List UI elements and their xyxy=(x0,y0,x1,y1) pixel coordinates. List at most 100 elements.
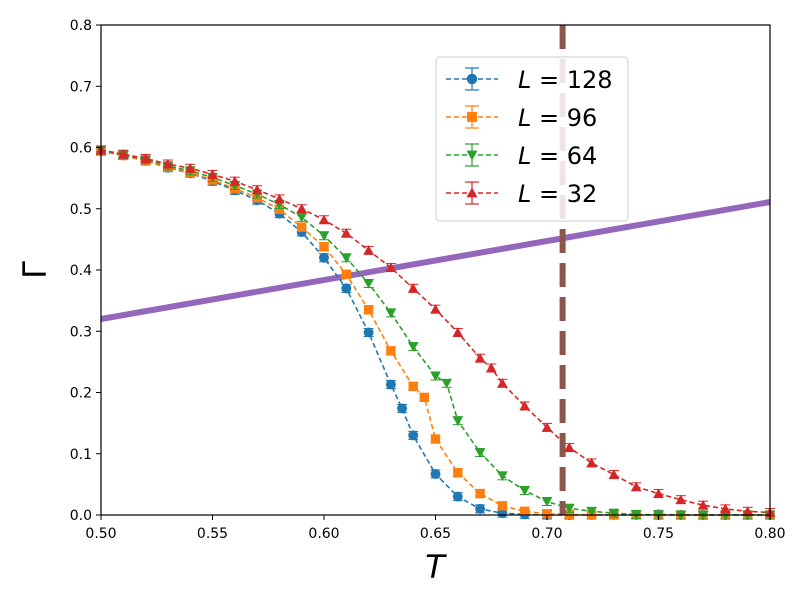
legend-label: L = 32 xyxy=(518,180,597,208)
data-point xyxy=(118,149,129,159)
data-point xyxy=(408,381,418,392)
data-point xyxy=(519,400,530,411)
legend-marker xyxy=(467,112,477,122)
data-point xyxy=(363,305,374,315)
x-tick-label: 0.70 xyxy=(531,526,562,542)
data-point xyxy=(541,422,553,432)
legend-label-value: 96 xyxy=(567,104,598,132)
data-point xyxy=(452,416,463,426)
data-point xyxy=(475,503,486,514)
legend-entry: L = 64 xyxy=(446,142,597,170)
x-tick-label: 0.65 xyxy=(420,526,451,542)
y-tick-label: 0.0 xyxy=(70,508,92,524)
data-point xyxy=(452,491,463,502)
data-point xyxy=(363,245,374,255)
data-point xyxy=(185,163,196,173)
data-point xyxy=(608,509,620,519)
x-tick-label: 0.50 xyxy=(85,526,116,542)
data-point xyxy=(430,469,441,479)
legend-label-value: 64 xyxy=(567,142,598,170)
data-point xyxy=(363,327,374,338)
legend-entry: L = 32 xyxy=(446,180,597,208)
legend-label: L = 96 xyxy=(518,104,597,132)
data-point xyxy=(497,501,508,511)
data-point xyxy=(341,228,352,238)
legend-label-value: 128 xyxy=(567,66,613,94)
data-point xyxy=(319,242,329,252)
y-axis-label: Γ xyxy=(16,261,54,279)
data-point xyxy=(430,371,441,382)
data-point xyxy=(162,158,174,169)
x-tick-label: 0.75 xyxy=(643,526,674,542)
data-point xyxy=(564,504,575,514)
data-point xyxy=(542,509,552,519)
data-point xyxy=(341,269,351,279)
legend-entry: L = 96 xyxy=(446,104,597,132)
data-point xyxy=(608,469,620,479)
x-axis-ticks: 0.50 0.55 0.60 0.65 0.70 0.75 0.80 xyxy=(85,515,786,542)
data-point xyxy=(319,252,329,263)
legend-marker xyxy=(466,187,478,198)
y-tick-label: 0.1 xyxy=(70,447,92,463)
data-point xyxy=(497,508,508,519)
data-point xyxy=(697,500,709,510)
reference-lines xyxy=(100,199,771,322)
x-tick-label: 0.60 xyxy=(308,526,339,542)
data-point xyxy=(385,262,397,272)
data-point xyxy=(341,283,352,294)
legend-label-eq: = xyxy=(531,180,566,208)
y-tick-label: 0.2 xyxy=(70,386,92,402)
purple-reference-line xyxy=(100,199,771,322)
legend-label-value: 32 xyxy=(567,180,598,208)
legend-label-eq: = xyxy=(531,66,566,94)
data-point xyxy=(631,481,642,491)
data-point xyxy=(519,486,530,496)
data-point xyxy=(452,327,463,337)
data-point xyxy=(586,507,597,517)
legend-label-var: L xyxy=(518,142,531,170)
data-point xyxy=(296,203,307,213)
data-point xyxy=(497,471,508,481)
data-point xyxy=(408,342,419,352)
legend-marker xyxy=(466,73,478,85)
legend-box xyxy=(435,56,629,222)
data-point xyxy=(541,497,553,507)
data-point xyxy=(296,213,307,223)
y-tick-label: 0.5 xyxy=(70,202,92,218)
data-point xyxy=(341,253,352,263)
data-point xyxy=(318,231,330,241)
data-point xyxy=(720,503,731,514)
data-point xyxy=(441,379,452,389)
data-point xyxy=(229,175,240,186)
legend-label-eq: = xyxy=(531,104,566,132)
data-point xyxy=(564,442,575,452)
data-point xyxy=(653,488,664,498)
series-32 xyxy=(95,144,776,518)
data-point xyxy=(140,153,151,163)
data-point xyxy=(207,169,218,179)
y-tick-label: 0.3 xyxy=(70,324,92,340)
data-point xyxy=(408,430,419,441)
data-point xyxy=(430,304,441,314)
data-point xyxy=(385,308,397,319)
data-point xyxy=(564,509,574,520)
data-point xyxy=(453,468,463,478)
data-point xyxy=(475,488,485,499)
data-point xyxy=(397,403,407,414)
legend-marker xyxy=(466,150,478,161)
legend-label-eq: = xyxy=(531,142,566,170)
data-point xyxy=(318,214,330,224)
data-point xyxy=(251,184,263,194)
data-point xyxy=(274,193,285,204)
x-axis-label: T xyxy=(425,548,447,586)
data-point xyxy=(419,392,430,403)
legend-label: L = 128 xyxy=(518,66,613,94)
data-point xyxy=(474,448,486,458)
legend-label-var: L xyxy=(518,104,531,132)
series-line xyxy=(100,149,771,514)
y-tick-label: 0.6 xyxy=(70,141,92,157)
data-point xyxy=(586,457,597,468)
legend-label-var: L xyxy=(518,66,531,94)
data-point xyxy=(474,353,486,363)
